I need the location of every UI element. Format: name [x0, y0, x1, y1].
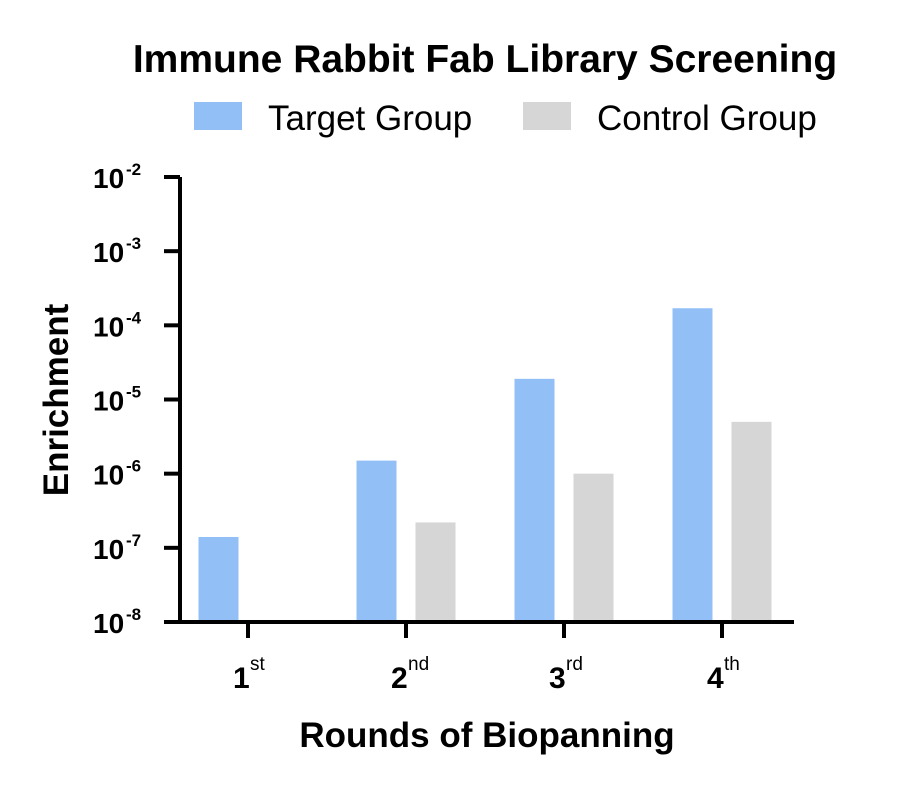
y-tick-label: 10	[93, 534, 124, 565]
y-axis-ticks: 10-210-310-410-510-610-710-8	[93, 160, 180, 639]
y-tick-label: 10	[93, 460, 124, 491]
y-tick-exponent: -3	[126, 234, 141, 253]
x-tick-suffix: rd	[566, 654, 583, 675]
x-tick-label: 4	[707, 662, 724, 695]
bar-control-2	[415, 522, 456, 622]
bar-target-4	[672, 308, 713, 622]
y-tick-exponent: -8	[126, 605, 141, 624]
legend: Target Group Control Group	[194, 99, 817, 138]
y-tick-exponent: -6	[126, 457, 141, 476]
y-tick-exponent: -4	[126, 308, 142, 327]
legend-swatch-control	[523, 102, 571, 130]
bar-control-3	[573, 473, 614, 622]
y-tick-label: 10	[93, 163, 124, 194]
x-tick-suffix: nd	[408, 654, 429, 675]
x-tick-suffix: th	[724, 654, 740, 675]
y-tick-exponent: -2	[126, 160, 141, 179]
x-tick-label: 3	[549, 662, 566, 695]
legend-label-target: Target Group	[268, 99, 472, 138]
x-tick-label: 1	[233, 662, 250, 695]
bar-control-4	[731, 421, 772, 622]
bar-target-3	[514, 378, 555, 622]
legend-swatch-target	[194, 102, 242, 130]
bar-target-1	[198, 536, 239, 622]
chart-title: Immune Rabbit Fab Library Screening	[133, 38, 837, 81]
legend-label-control: Control Group	[597, 99, 817, 138]
y-tick-label: 10	[93, 608, 124, 639]
x-tick-suffix: st	[250, 654, 266, 675]
y-tick-label: 10	[93, 237, 124, 268]
x-tick-label: 2	[391, 662, 408, 695]
y-tick-label: 10	[93, 386, 124, 417]
y-axis-label: Enrichment	[37, 303, 76, 496]
bar-target-2	[356, 460, 397, 622]
x-axis-label: Rounds of Biopanning	[299, 716, 674, 755]
y-tick-exponent: -7	[126, 531, 141, 550]
y-tick-exponent: -5	[126, 383, 141, 402]
y-tick-label: 10	[93, 311, 124, 342]
bars-group	[198, 308, 772, 622]
